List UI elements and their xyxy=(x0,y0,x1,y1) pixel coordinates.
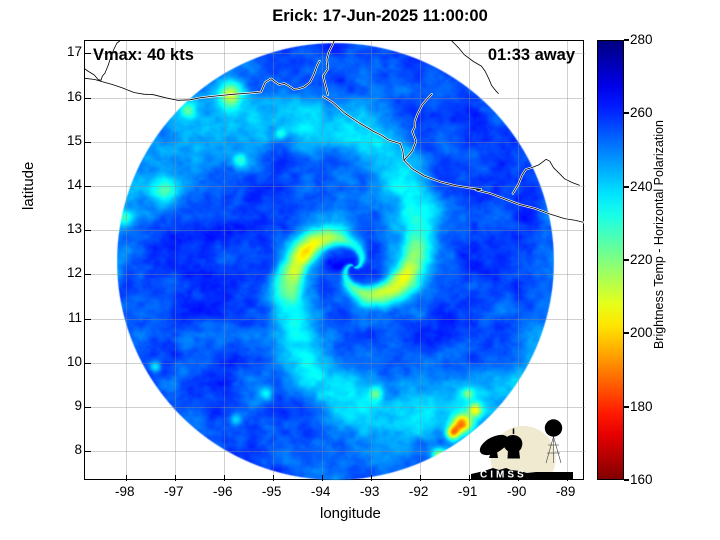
svg-text:CIMSS: CIMSS xyxy=(480,469,527,479)
